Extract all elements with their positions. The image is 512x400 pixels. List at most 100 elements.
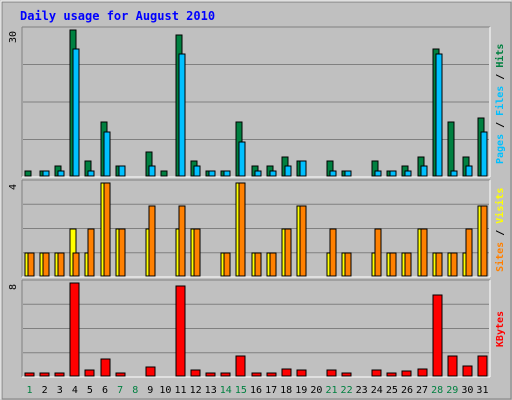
bar-sites-1 — [27, 252, 35, 277]
x-label-day-17: 17 — [265, 385, 277, 396]
x-label-day-30: 30 — [461, 385, 473, 396]
bar-sites-16 — [254, 252, 262, 277]
bar-sites-7 — [118, 228, 126, 277]
bar-sites-19 — [299, 205, 307, 277]
bar-sites-29 — [450, 252, 458, 277]
bar-sites-12 — [193, 228, 201, 277]
legend-text: Sites / Visits — [494, 188, 506, 272]
x-label-day-5: 5 — [87, 385, 93, 396]
bar-sites-25 — [389, 252, 397, 277]
legend-item: Files — [494, 86, 506, 116]
bar-kbytes-24 — [371, 369, 382, 377]
legend-text: Pages / Files / Hits — [494, 44, 506, 164]
bar-files-27 — [420, 165, 428, 177]
bar-files-12 — [193, 165, 201, 177]
bar-hits-1 — [24, 170, 32, 177]
bar-kbytes-16 — [251, 372, 262, 377]
bar-kbytes-1 — [24, 372, 35, 377]
bar-kbytes-27 — [417, 368, 428, 377]
x-label-day-13: 13 — [205, 385, 217, 396]
bar-kbytes-17 — [266, 372, 277, 377]
legend-item: / — [495, 116, 506, 134]
bar-files-21 — [329, 170, 337, 177]
x-label-day-2: 2 — [42, 385, 48, 396]
bar-files-11 — [178, 53, 186, 177]
x-label-day-1: 1 — [27, 385, 33, 396]
bar-kbytes-14 — [220, 372, 231, 377]
bar-files-26 — [404, 170, 412, 177]
bar-sites-11 — [178, 205, 186, 277]
bar-kbytes-19 — [296, 369, 307, 377]
x-label-day-8: 8 — [132, 385, 138, 396]
x-label-day-6: 6 — [102, 385, 108, 396]
legend-item: / — [495, 68, 506, 86]
bar-kbytes-6 — [100, 358, 111, 377]
bar-kbytes-15 — [235, 355, 246, 377]
x-label-day-31: 31 — [476, 385, 488, 396]
bar-hits-29 — [447, 121, 455, 177]
bar-kbytes-22 — [341, 372, 352, 377]
bar-sites-6 — [103, 182, 111, 277]
bar-kbytes-5 — [84, 369, 95, 377]
bar-sites-31 — [480, 205, 488, 277]
bar-kbytes-21 — [326, 369, 337, 377]
chart-title: Daily usage for August 2010 — [20, 9, 215, 23]
bar-sites-30 — [465, 228, 473, 277]
bar-sites-17 — [269, 252, 277, 277]
x-label-day-15: 15 — [235, 385, 247, 396]
x-label-day-11: 11 — [174, 385, 186, 396]
bar-hits-10 — [160, 170, 168, 177]
bar-files-3 — [57, 170, 65, 177]
bar-kbytes-25 — [386, 372, 397, 377]
bar-files-17 — [269, 170, 277, 177]
bar-files-2 — [42, 170, 50, 177]
bar-files-18 — [284, 165, 292, 177]
x-label-day-24: 24 — [371, 385, 383, 396]
bar-kbytes-26 — [401, 370, 412, 377]
legend-item: Sites — [494, 242, 506, 272]
bar-sites-9 — [148, 205, 156, 277]
bar-files-29 — [450, 170, 458, 177]
bar-files-16 — [254, 170, 262, 177]
bar-sites-14 — [223, 252, 231, 277]
bar-kbytes-31 — [477, 355, 488, 377]
legend-item: Pages — [495, 134, 506, 164]
x-label-day-16: 16 — [250, 385, 262, 396]
bar-files-6 — [103, 131, 111, 177]
legend-kbytes: KBytes — [495, 311, 506, 347]
bar-sites-15 — [238, 182, 246, 277]
bar-sites-24 — [374, 228, 382, 277]
x-label-day-7: 7 — [117, 385, 123, 396]
x-label-day-19: 19 — [295, 385, 307, 396]
y-max-label: 30 — [8, 31, 19, 43]
bar-files-15 — [238, 141, 246, 177]
bar-kbytes-9 — [145, 366, 156, 377]
bar-kbytes-3 — [54, 372, 65, 377]
bar-kbytes-4 — [69, 282, 80, 377]
bar-kbytes-18 — [281, 368, 292, 377]
bar-kbytes-11 — [175, 285, 186, 377]
x-label-day-3: 3 — [57, 385, 63, 396]
bar-sites-21 — [329, 228, 337, 277]
panel-kbytes: 8 KBytes — [8, 279, 506, 378]
bar-kbytes-7 — [115, 372, 126, 377]
bar-files-30 — [465, 165, 473, 177]
bar-sites-26 — [404, 252, 412, 277]
panel-visits-sites: 4 Sites / Visits — [8, 179, 506, 278]
x-label-day-22: 22 — [341, 385, 353, 396]
x-label-day-25: 25 — [386, 385, 398, 396]
x-label-day-23: 23 — [356, 385, 368, 396]
bar-files-5 — [87, 170, 95, 177]
bar-kbytes-2 — [39, 372, 50, 377]
bar-kbytes-29 — [447, 355, 458, 377]
legend-item: Visits — [494, 188, 506, 224]
bar-sites-4 — [72, 252, 80, 277]
bar-files-9 — [148, 165, 156, 177]
bar-sites-18 — [284, 228, 292, 277]
legend-item: / — [495, 224, 506, 242]
bar-sites-22 — [344, 252, 352, 277]
legend-text: KBytes — [495, 311, 506, 347]
x-label-day-27: 27 — [416, 385, 428, 396]
bar-kbytes-28 — [432, 294, 443, 377]
